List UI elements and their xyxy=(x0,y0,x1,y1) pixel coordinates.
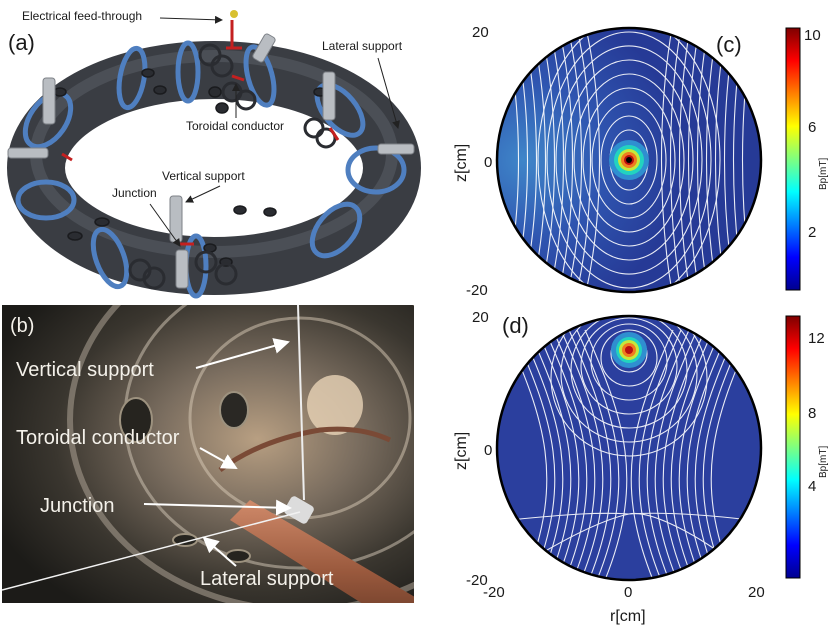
streamline xyxy=(560,329,604,580)
streamline xyxy=(576,329,620,580)
streamline xyxy=(568,329,612,580)
callout-junction: Junction xyxy=(112,186,157,200)
y-axis-label: z[cm] xyxy=(453,432,470,470)
streamline xyxy=(585,28,601,292)
streamline xyxy=(646,329,690,580)
streamline xyxy=(582,87,676,233)
streamline xyxy=(567,28,583,292)
streamline xyxy=(570,316,688,429)
streamline xyxy=(670,329,714,580)
panel-a: (a) Electrical feed-through Lateral supp… xyxy=(7,9,421,299)
callout-toroidal-conductor: Toroidal conductor xyxy=(16,427,180,449)
colorbar-tick: 6 xyxy=(808,119,816,136)
streamline xyxy=(584,329,628,580)
streamline xyxy=(555,45,703,275)
colorbar-tick: 12 xyxy=(808,330,825,347)
callout-lateral-support: Lateral support xyxy=(200,568,334,590)
streamline xyxy=(529,512,731,561)
torus-render xyxy=(7,10,421,299)
streamline xyxy=(678,28,691,292)
streamline xyxy=(564,59,694,261)
z-tick: 20 xyxy=(472,309,489,326)
streamline xyxy=(630,329,674,580)
vessel-boundary xyxy=(495,26,763,294)
streamline xyxy=(549,28,565,292)
panel-label: (d) xyxy=(502,313,529,338)
z-tick: -20 xyxy=(466,572,488,589)
streamline xyxy=(654,329,698,580)
z-tick: 0 xyxy=(484,442,492,459)
streamline xyxy=(540,28,556,292)
streamline xyxy=(544,329,588,580)
streamline xyxy=(669,28,682,292)
streamline xyxy=(662,329,706,580)
callout-vertical-support: Vertical support xyxy=(16,359,154,381)
streamline xyxy=(638,329,682,580)
panel-b: (b) Vertical support Toroidal conductor … xyxy=(2,305,414,603)
streamline xyxy=(678,329,722,580)
panel-label: (b) xyxy=(10,315,34,337)
colorbar-tick: 2 xyxy=(808,224,816,241)
callout-electrical-feedthrough: Electrical feed-through xyxy=(22,9,142,23)
streamline xyxy=(600,329,658,387)
streamline xyxy=(694,329,738,580)
chamber-photo xyxy=(2,305,414,603)
r-tick: 0 xyxy=(624,584,632,601)
colorbar xyxy=(785,315,801,579)
streamline xyxy=(520,329,564,580)
z-tick: 20 xyxy=(472,24,489,41)
colorbar-tick: 4 xyxy=(808,478,816,495)
streamline xyxy=(591,101,667,219)
colorbar-tick: 10 xyxy=(804,27,821,44)
y-axis-label: z[cm] xyxy=(453,144,470,182)
vessel-boundary xyxy=(495,314,763,582)
z-tick: -20 xyxy=(466,282,488,299)
streamline xyxy=(705,28,718,292)
streamline xyxy=(660,28,673,292)
x-axis-label: r[cm] xyxy=(610,608,646,625)
colorbar-label: Bp[mT] xyxy=(818,446,829,478)
streamline xyxy=(528,329,572,580)
panel-label: (a) xyxy=(8,30,35,55)
streamline xyxy=(576,28,592,292)
streamline xyxy=(573,73,685,247)
callout-vertical-support: Vertical support xyxy=(162,169,245,183)
panel-label: (c) xyxy=(716,32,742,57)
colorbar-tick: 8 xyxy=(808,405,816,422)
r-tick: -20 xyxy=(483,584,505,601)
panel-d: (d) 20 0 -20 z[cm] -20 0 20 r[cm] 12 8 4… xyxy=(453,309,829,625)
streamline xyxy=(686,329,730,580)
streamline xyxy=(536,329,580,580)
z-tick: 0 xyxy=(484,154,492,171)
streamline xyxy=(550,316,708,457)
r-tick: 20 xyxy=(748,584,765,601)
callout-junction: Junction xyxy=(40,495,115,517)
streamline xyxy=(687,28,700,292)
field-map-c xyxy=(497,28,761,292)
callout-lateral-support: Lateral support xyxy=(322,39,403,53)
streamline xyxy=(600,115,658,205)
field-map-d xyxy=(497,316,761,580)
streamline xyxy=(537,28,721,292)
colorbar xyxy=(785,27,801,291)
streamline xyxy=(580,317,678,415)
callout-toroidal-conductor: Toroidal conductor xyxy=(186,119,284,133)
streamline xyxy=(546,31,712,289)
panel-c: (c) 20 0 -20 z[cm] 10 6 2 Bp[mT] xyxy=(453,24,829,299)
colorbar-label: Bp[mT] xyxy=(818,158,829,190)
streamline xyxy=(552,329,596,580)
streamline xyxy=(558,28,574,292)
streamline xyxy=(696,28,709,292)
